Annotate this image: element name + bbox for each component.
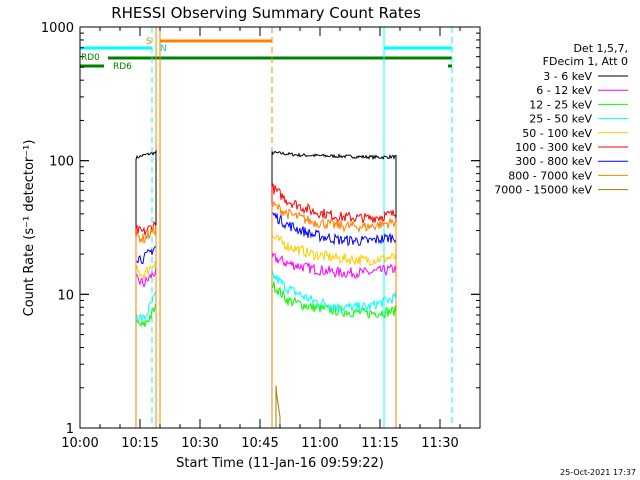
series-line-0-segment-1 <box>271 150 397 428</box>
series-line-4-segment-1 <box>271 234 397 428</box>
flag-label-night: N <box>160 44 167 54</box>
series-line-3-segment-1 <box>271 269 397 428</box>
y-tick-label-2: 100 <box>49 155 74 170</box>
series-line-2-segment-0 <box>135 303 157 428</box>
series-line-6-segment-0 <box>135 244 157 428</box>
legend-header-line2: FDecim 1, Att 0 <box>543 55 628 68</box>
legend-label-6: 300 - 800 keV <box>515 155 592 168</box>
chart-title: RHESSI Observing Summary Count Rates <box>111 4 421 22</box>
series-line-5-segment-1 <box>271 183 397 428</box>
y-axis: 1 10 100 1000 <box>41 21 480 437</box>
flag-label-rd0: RD0 <box>81 53 100 63</box>
series-line-7-segment-0 <box>135 225 157 428</box>
x-tick-label-1: 10:15 <box>121 436 158 451</box>
y-tick-label-0: 1 <box>66 422 74 437</box>
series-line-7-segment-1 <box>271 201 397 428</box>
flag-bars <box>80 39 452 68</box>
flag-label-rd6: RD6 <box>113 62 132 72</box>
y-tick-label-1: 10 <box>57 288 74 303</box>
x-tick-label-3: 10:45 <box>241 436 278 451</box>
series-line-8-segment-0 <box>275 385 281 428</box>
series-line-0-segment-0 <box>135 149 157 428</box>
x-axis: 10:00 10:15 10:30 10:45 11:00 11:15 11:30 <box>61 27 481 451</box>
series-line-6-segment-1 <box>271 212 397 428</box>
series-line-1-segment-0 <box>135 265 157 428</box>
legend-label-8: 7000 - 15000 keV <box>494 184 592 197</box>
legend-header-line1: Det 1,5,7, <box>573 42 628 55</box>
x-tick-label-0: 10:00 <box>61 436 98 451</box>
legend-label-7: 800 - 7000 keV <box>508 169 592 182</box>
legend-label-0: 3 - 6 keV <box>543 70 592 83</box>
legend-label-5: 100 - 300 keV <box>515 141 592 154</box>
series-line-5-segment-0 <box>135 220 157 428</box>
x-tick-label-5: 11:15 <box>361 436 398 451</box>
x-axis-label: Start Time (11-Jan-16 09:59:22) <box>176 456 384 471</box>
series-line-4-segment-0 <box>135 260 157 428</box>
series-line-3-segment-0 <box>135 289 157 428</box>
flag-label-saa: S <box>146 37 152 47</box>
y-axis-label: Count Rate (s⁻¹ detector⁻¹) <box>22 140 37 317</box>
x-tick-label-4: 11:00 <box>301 436 338 451</box>
x-tick-label-6: 11:30 <box>421 436 458 451</box>
x-tick-label-2: 10:30 <box>181 436 218 451</box>
series-line-1-segment-1 <box>271 251 397 428</box>
legend-label-4: 50 - 100 keV <box>522 127 592 140</box>
series-group <box>135 149 397 428</box>
legend-label-1: 6 - 12 keV <box>536 84 592 97</box>
legend-label-3: 25 - 50 keV <box>529 113 592 126</box>
legend-label-2: 12 - 25 keV <box>529 98 592 111</box>
y-tick-label-3: 1000 <box>41 21 74 36</box>
timestamp: 25-Oct-2021 17:37 <box>560 468 636 477</box>
